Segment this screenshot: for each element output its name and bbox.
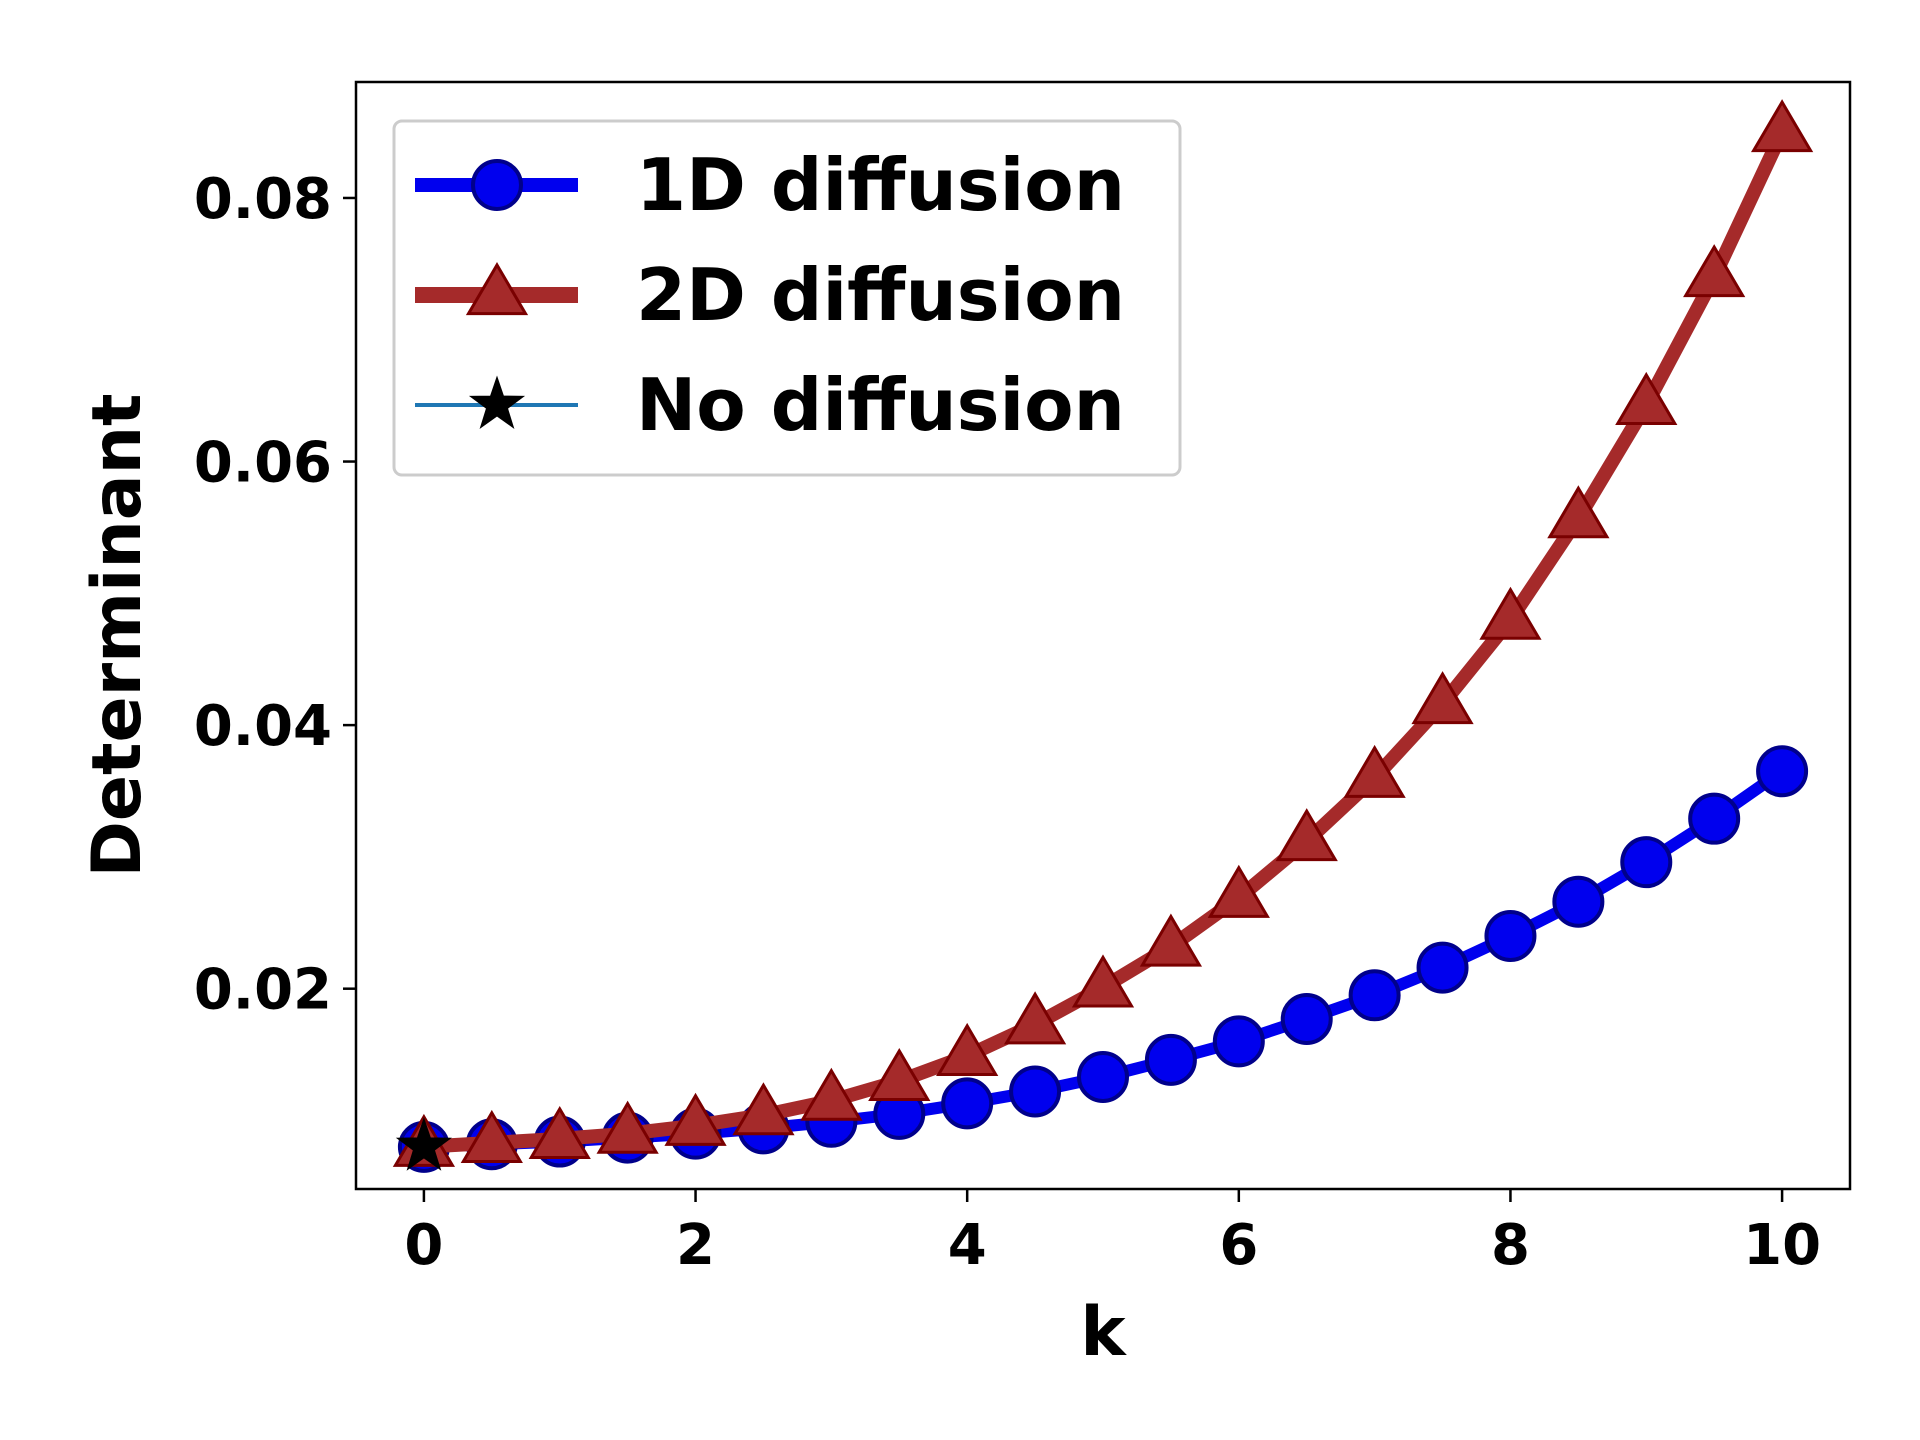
data-point: [1411, 671, 1474, 725]
x-axis-label: k: [1080, 1293, 1127, 1372]
legend-marker: [465, 262, 529, 316]
data-point: [1071, 954, 1135, 1008]
data-point: [1139, 913, 1203, 967]
legend-entry: 1D diffusion: [415, 143, 1125, 227]
data-point: [1009, 1065, 1062, 1118]
legend-label: 2D diffusion: [636, 253, 1125, 337]
x-tick-label: 10: [1743, 1213, 1821, 1278]
x-tick-label: 6: [1219, 1213, 1258, 1278]
plot-area-frame: [354, 80, 1852, 1191]
y-tick-label: 0.02: [194, 958, 332, 1023]
data-point: [395, 1117, 452, 1171]
legend-label: 1D diffusion: [636, 143, 1125, 227]
series-2d-diffusion: [392, 99, 1814, 1167]
data-point: [1207, 864, 1270, 918]
data-point: [1416, 941, 1469, 994]
y-axis-label: Determinant: [78, 393, 157, 877]
data-point: [528, 1105, 591, 1160]
data-point: [1348, 969, 1401, 1022]
data-point: [1484, 909, 1537, 962]
legend-marker: [471, 159, 523, 211]
data-point: [1683, 244, 1746, 298]
data-point: [1688, 792, 1741, 845]
data-point: [664, 1092, 727, 1146]
legend-entry: 2D diffusion: [415, 253, 1125, 337]
data-point: [1212, 1015, 1265, 1068]
data-point: [1620, 836, 1673, 889]
data-point: [1280, 992, 1333, 1045]
legend: 1D diffusion 2D diffusion No diffusion: [392, 119, 1182, 477]
y-axis-ticks: 0.02 0.04 0.06 0.08: [194, 167, 356, 1023]
series-no-diffusion: [395, 1117, 452, 1171]
data-point: [1547, 485, 1610, 539]
data-point: [1615, 371, 1678, 425]
legend-label: No diffusion: [636, 363, 1125, 447]
x-tick-label: 0: [404, 1213, 443, 1278]
data-point: [596, 1100, 659, 1154]
data-point: [1479, 586, 1542, 640]
x-tick-label: 2: [676, 1213, 715, 1278]
y-tick-label: 0.08: [194, 167, 332, 232]
x-tick-label: 4: [948, 1213, 987, 1278]
data-point: [1003, 991, 1067, 1045]
data-point: [732, 1082, 795, 1136]
data-point: [800, 1067, 863, 1121]
series-layer: [392, 99, 1814, 1173]
data-point: [1077, 1050, 1129, 1103]
legend-box: [392, 119, 1182, 477]
data-point: [1750, 99, 1814, 153]
data-point: [868, 1047, 931, 1102]
y-tick-label: 0.06: [194, 431, 332, 496]
data-point: [1552, 875, 1605, 928]
legend-entry: No diffusion: [415, 363, 1125, 447]
data-point: [1144, 1033, 1197, 1086]
data-point: [1756, 745, 1809, 798]
x-tick-label: 8: [1491, 1213, 1530, 1278]
data-point: [941, 1077, 994, 1130]
data-point: [1343, 744, 1406, 798]
data-point: [936, 1022, 999, 1076]
x-axis-ticks: 0 2 4 6 8 10: [404, 1189, 1821, 1278]
data-point: [1275, 808, 1338, 862]
y-tick-label: 0.04: [194, 694, 332, 759]
data-point: [460, 1109, 523, 1163]
legend-marker: [468, 375, 526, 429]
